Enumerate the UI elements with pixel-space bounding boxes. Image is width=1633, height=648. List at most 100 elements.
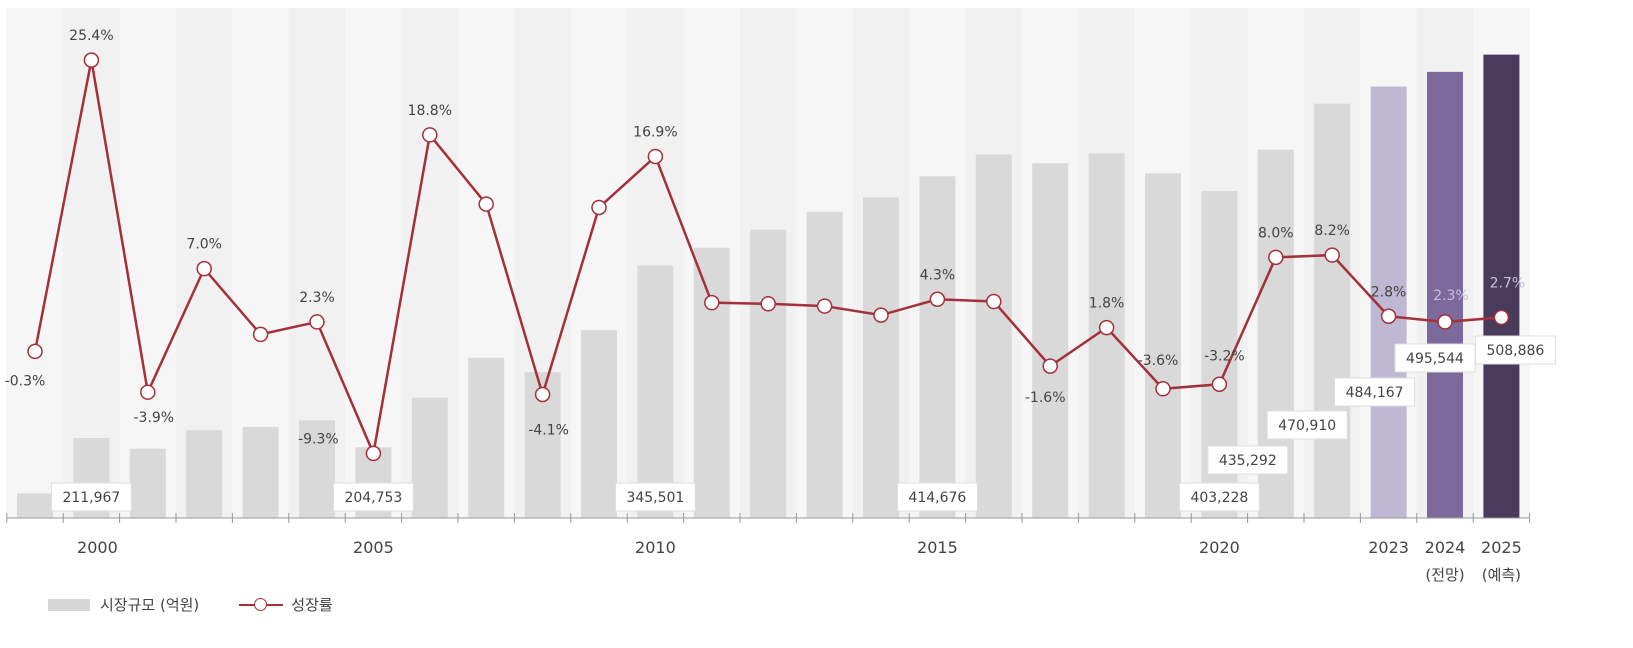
bar-value-box (1334, 377, 1416, 407)
bar-value-label-2005: 204,753 (344, 490, 402, 506)
bar-value-box (1394, 343, 1476, 373)
x-tick-label: 2005 (353, 538, 394, 557)
bar-2014 (863, 197, 899, 518)
growth-point-2023 (1380, 308, 1397, 325)
bar-value-box (896, 482, 978, 512)
bar-value-label-2015: 414,676 (908, 490, 966, 506)
growth-point-2017 (1042, 358, 1058, 374)
growth-point-2024 (1437, 314, 1453, 330)
growth-point-2025 (1493, 309, 1510, 326)
growth-label-2022: 8.2% (1314, 223, 1350, 239)
growth-point-2010 (647, 148, 664, 165)
x-tick-label: 2025 (1481, 538, 1522, 557)
legend: 시장규모 (억원) 성장률 (48, 594, 333, 615)
growth-point-2001 (140, 384, 156, 400)
growth-label-2017: -1.6% (1025, 390, 1066, 406)
bar-2001 (129, 448, 166, 518)
growth-point-2018 (1098, 319, 1115, 336)
bar-2017 (1032, 163, 1069, 518)
bar-value-box (1474, 335, 1556, 365)
growth-label-2023: 2.8% (1371, 284, 1407, 300)
bar-value-label-2000: 211,967 (62, 490, 120, 506)
bar-2015 (919, 176, 956, 519)
growth-label-2005: -9.3% (298, 431, 339, 447)
bar-2025 (1483, 54, 1520, 518)
growth-point-2006 (422, 127, 438, 143)
bar-value-label-2020: 403,228 (1190, 490, 1248, 506)
bar-value-label-2021: 435,292 (1219, 453, 1277, 469)
x-tick-label: 2015 (917, 538, 958, 557)
background-stripe (6, 8, 64, 518)
legend-bar-label: 시장규모 (억원) (100, 596, 200, 614)
bar-2004 (299, 420, 335, 518)
growth-label-2004: 2.3% (299, 290, 335, 306)
bar-value-label-2022: 470,910 (1278, 418, 1336, 434)
growth-label-2000: 25.4% (69, 28, 113, 44)
growth-label-2001: -3.9% (133, 410, 174, 426)
bar-2013 (806, 211, 843, 518)
bar-2019 (1145, 173, 1181, 518)
background-stripe (119, 8, 176, 518)
legend-line-label: 성장률 (291, 596, 333, 614)
bar-2010 (637, 265, 674, 518)
growth-point-2022 (1324, 247, 1340, 263)
growth-label-2024: 2.3% (1433, 288, 1469, 304)
growth-point-2021 (1268, 249, 1284, 266)
growth-label-2018: 1.8% (1089, 296, 1125, 312)
x-tick-label: 2010 (635, 538, 676, 557)
growth-label-2021: 8.0% (1258, 225, 1294, 241)
growth-point-2002 (196, 260, 212, 277)
bar-2006 (411, 397, 448, 518)
growth-point-2011 (704, 294, 720, 311)
growth-point-2014 (873, 307, 889, 323)
growth-point-2005 (365, 445, 382, 462)
bar-value-box (1178, 482, 1260, 512)
bar-2012 (750, 229, 787, 519)
growth-point-2008 (534, 386, 551, 403)
background-stripe (345, 8, 402, 518)
bar-value-box (1207, 445, 1289, 475)
bar-2016 (975, 154, 1012, 518)
growth-point-2016 (986, 293, 1002, 310)
bar-2007 (468, 357, 505, 518)
growth-point-1999 (27, 343, 43, 360)
bar-2011 (693, 247, 730, 518)
growth-point-2013 (816, 298, 833, 314)
bar-value-label-2023: 484,167 (1346, 385, 1404, 401)
x-tick-label: 2000 (77, 538, 118, 557)
bar-value-label-2025: 508,886 (1486, 343, 1544, 359)
growth-label-2010: 16.9% (633, 124, 677, 140)
growth-label-2019: -3.6% (1138, 353, 1179, 369)
bar-2002 (186, 430, 223, 518)
growth-point-2009 (591, 199, 607, 216)
bar-value-box (50, 482, 132, 512)
bar-value-label-2010: 345,501 (626, 490, 684, 506)
x-tick-label: 2023 (1368, 538, 1409, 557)
growth-label-2002: 7.0% (186, 237, 222, 253)
growth-point-2015 (929, 291, 946, 308)
bar-value-box (614, 482, 696, 512)
growth-label-2025: 2.7% (1490, 275, 1526, 291)
growth-label-2006: 18.8% (408, 103, 452, 119)
bar-2022 (1314, 103, 1351, 518)
growth-point-2003 (252, 326, 269, 343)
bar-1999 (17, 493, 53, 518)
x-tick-label: 2020 (1199, 538, 1240, 557)
bar-2003 (242, 426, 279, 518)
growth-label-2008: -4.1% (528, 422, 569, 438)
growth-label-2020: -3.2% (1204, 348, 1245, 364)
growth-point-2007 (478, 196, 494, 212)
bar-value-label-2024: 495,544 (1406, 351, 1464, 367)
bar-2009 (581, 330, 617, 518)
x-tick-label: 2024 (1425, 538, 1466, 557)
growth-label-1999: -0.3% (5, 373, 46, 389)
legend-line-swatch (239, 597, 284, 612)
growth-point-2004 (309, 314, 325, 330)
growth-label-2015: 4.3% (920, 267, 956, 283)
growth-point-2020 (1211, 376, 1228, 393)
legend-bar-swatch (48, 598, 90, 611)
bar-value-box (332, 482, 414, 512)
x-tick-sublabel: (예측) (1482, 566, 1521, 584)
bar-value-box (1266, 410, 1348, 440)
growth-point-2019 (1155, 381, 1171, 397)
